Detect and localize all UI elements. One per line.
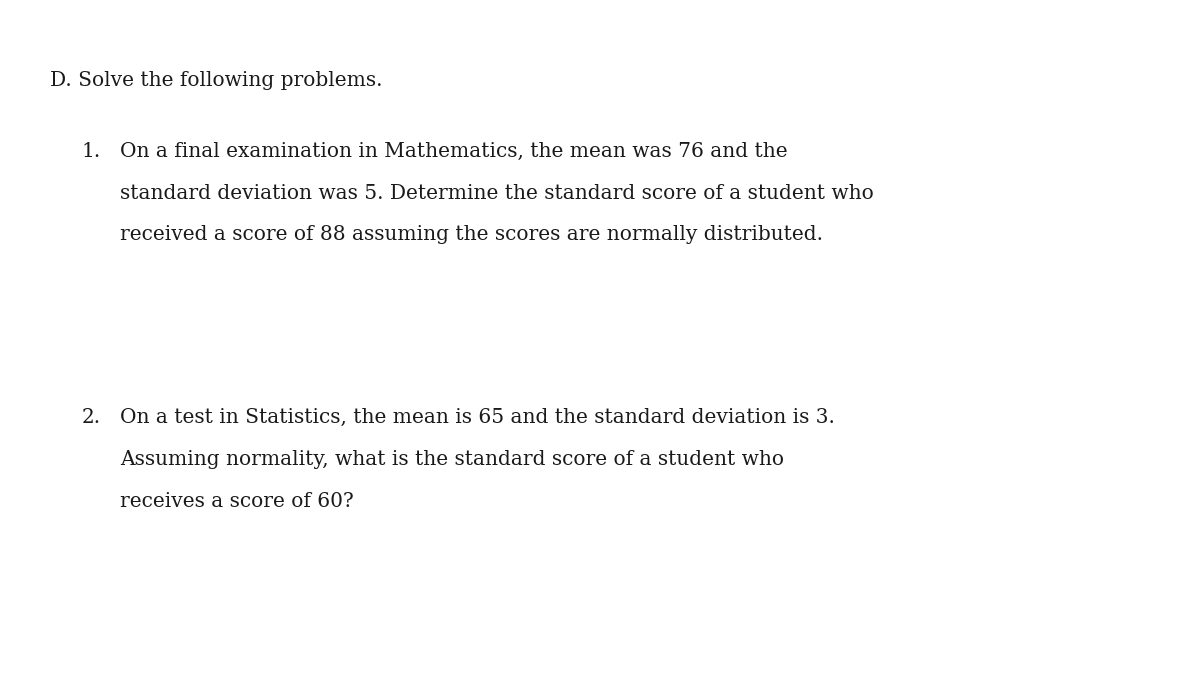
Text: Assuming normality, what is the standard score of a student who: Assuming normality, what is the standard… [120, 450, 784, 469]
Text: 1.: 1. [82, 142, 101, 161]
Text: On a final examination in Mathematics, the mean was 76 and the: On a final examination in Mathematics, t… [120, 142, 787, 161]
Text: receives a score of 60?: receives a score of 60? [120, 492, 354, 511]
Text: On a test in Statistics, the mean is 65 and the standard deviation is 3.: On a test in Statistics, the mean is 65 … [120, 408, 835, 427]
Text: standard deviation was 5. Determine the standard score of a student who: standard deviation was 5. Determine the … [120, 184, 874, 202]
Text: D. Solve the following problems.: D. Solve the following problems. [50, 71, 383, 90]
Text: 2.: 2. [82, 408, 101, 427]
Text: received a score of 88 assuming the scores are normally distributed.: received a score of 88 assuming the scor… [120, 225, 823, 244]
